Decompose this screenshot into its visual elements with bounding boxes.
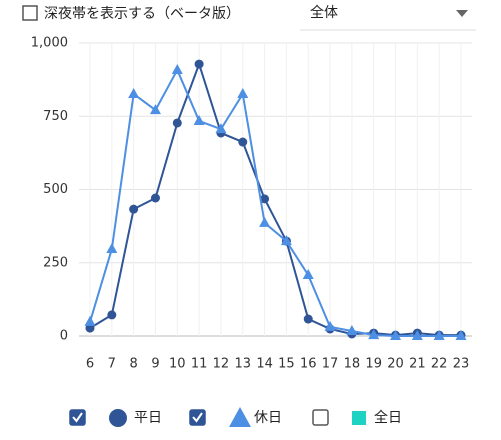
x-tick-label: 23 bbox=[453, 357, 470, 372]
point bbox=[368, 329, 380, 340]
y-tick-label: 500 bbox=[43, 182, 68, 197]
legend-symbol bbox=[229, 407, 251, 427]
point bbox=[238, 137, 248, 147]
point bbox=[128, 87, 140, 98]
point bbox=[106, 242, 118, 253]
point bbox=[346, 325, 358, 336]
x-tick-label: 20 bbox=[387, 357, 404, 372]
x-tick-label: 10 bbox=[169, 357, 186, 372]
late-night-checkbox[interactable] bbox=[22, 5, 38, 21]
legend-label: 休日 bbox=[254, 410, 282, 426]
point bbox=[129, 204, 139, 214]
point bbox=[411, 330, 423, 340]
legend-checkbox[interactable] bbox=[189, 409, 206, 426]
point bbox=[303, 314, 313, 324]
point bbox=[171, 63, 183, 74]
x-tick-label: 15 bbox=[278, 357, 295, 372]
legend-label: 平日 bbox=[134, 410, 162, 426]
x-tick-label: 13 bbox=[234, 357, 251, 372]
series-line bbox=[89, 61, 461, 337]
point bbox=[237, 87, 249, 98]
point bbox=[455, 330, 467, 340]
point bbox=[149, 104, 161, 115]
check bbox=[192, 412, 203, 423]
point bbox=[194, 59, 204, 69]
point bbox=[390, 330, 402, 340]
series-line bbox=[89, 67, 461, 337]
x-tick-label: 8 bbox=[130, 357, 138, 372]
y-tick-label: 0 bbox=[60, 329, 68, 344]
legend-label: 全日 bbox=[374, 409, 402, 426]
point bbox=[150, 193, 160, 203]
legend-symbol bbox=[109, 409, 127, 427]
late-night-label: 深夜帯を表示する（ベータ版） bbox=[44, 6, 240, 22]
point bbox=[260, 194, 270, 204]
dropdown-arrow[interactable] bbox=[456, 10, 468, 17]
point bbox=[107, 310, 117, 320]
x-tick-label: 22 bbox=[431, 357, 448, 372]
x-tick-label: 7 bbox=[108, 357, 116, 372]
x-tick-label: 6 bbox=[86, 357, 94, 372]
x-tick-label: 17 bbox=[322, 357, 339, 372]
y-tick-label: 750 bbox=[43, 109, 68, 124]
point bbox=[280, 235, 292, 246]
point bbox=[215, 123, 227, 134]
x-tick-label: 16 bbox=[300, 357, 317, 372]
point bbox=[302, 269, 314, 280]
x-tick-label: 12 bbox=[213, 357, 230, 372]
legend-checkbox[interactable] bbox=[69, 409, 86, 426]
point bbox=[172, 118, 182, 128]
x-tick-label: 9 bbox=[151, 357, 159, 372]
x-tick-label: 21 bbox=[409, 357, 426, 372]
y-tick-label: 1,000 bbox=[31, 36, 68, 51]
point bbox=[84, 315, 96, 326]
point bbox=[193, 114, 205, 125]
x-tick-label: 14 bbox=[256, 357, 273, 372]
x-tick-label: 18 bbox=[344, 357, 361, 372]
point bbox=[433, 330, 445, 340]
x-tick-label: 11 bbox=[191, 357, 208, 372]
y-tick-label: 250 bbox=[43, 255, 68, 270]
x-tick-label: 19 bbox=[365, 357, 382, 372]
legend-symbol bbox=[352, 411, 366, 425]
dropdown-value[interactable]: 全体 bbox=[310, 4, 338, 21]
point bbox=[259, 216, 271, 227]
point bbox=[324, 320, 336, 331]
legend-checkbox[interactable] bbox=[312, 409, 329, 426]
check bbox=[72, 412, 83, 423]
